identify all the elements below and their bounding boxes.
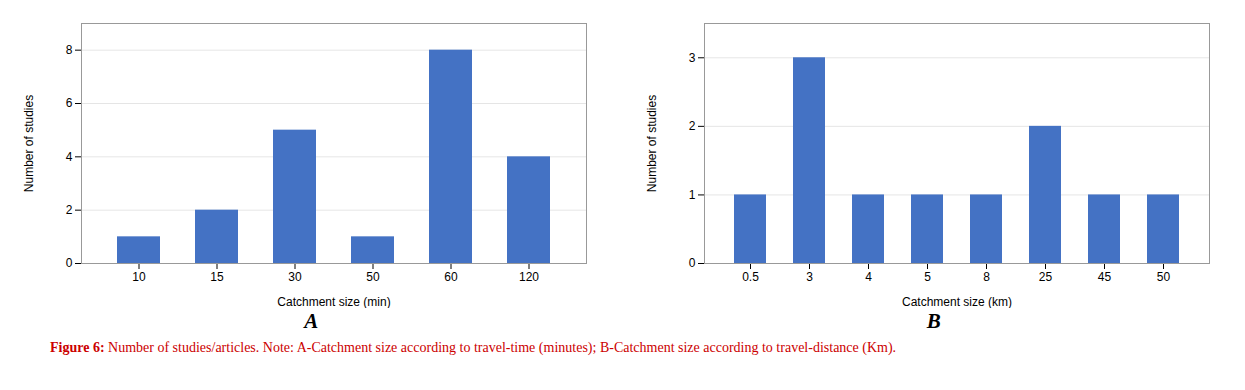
svg-text:Number of studies: Number of studies xyxy=(22,95,36,192)
svg-text:10: 10 xyxy=(133,270,147,284)
svg-text:Catchment size (min): Catchment size (min) xyxy=(278,295,391,309)
svg-text:1: 1 xyxy=(689,188,696,202)
svg-text:8: 8 xyxy=(983,270,990,284)
svg-text:50: 50 xyxy=(1157,270,1171,284)
svg-text:3: 3 xyxy=(806,270,813,284)
svg-text:0: 0 xyxy=(689,256,696,270)
svg-text:2: 2 xyxy=(689,119,696,133)
svg-text:6: 6 xyxy=(66,96,73,110)
svg-text:4: 4 xyxy=(66,150,73,164)
html-text:B: B xyxy=(926,309,941,333)
svg-text:2: 2 xyxy=(66,203,73,217)
svg-text:0.5: 0.5 xyxy=(742,270,759,284)
html-text:Figure 6: Number of studies/ar: Figure 6: Number of studies/articles. No… xyxy=(50,340,897,355)
svg-text:50: 50 xyxy=(367,270,381,284)
svg-text:8: 8 xyxy=(66,43,73,57)
svg-text:Catchment size (km): Catchment size (km) xyxy=(902,295,1012,309)
html-text:A: A xyxy=(304,309,319,333)
svg-text:25: 25 xyxy=(1039,270,1053,284)
svg-text:60: 60 xyxy=(445,270,459,284)
svg-text:Number of studies: Number of studies xyxy=(645,95,659,192)
svg-text:4: 4 xyxy=(865,270,872,284)
svg-text:45: 45 xyxy=(1098,270,1112,284)
svg-text:120: 120 xyxy=(519,270,539,284)
svg-text:30: 30 xyxy=(289,270,303,284)
svg-text:5: 5 xyxy=(924,270,931,284)
svg-text:15: 15 xyxy=(211,270,225,284)
svg-text:3: 3 xyxy=(689,51,696,65)
svg-text:0: 0 xyxy=(66,256,73,270)
